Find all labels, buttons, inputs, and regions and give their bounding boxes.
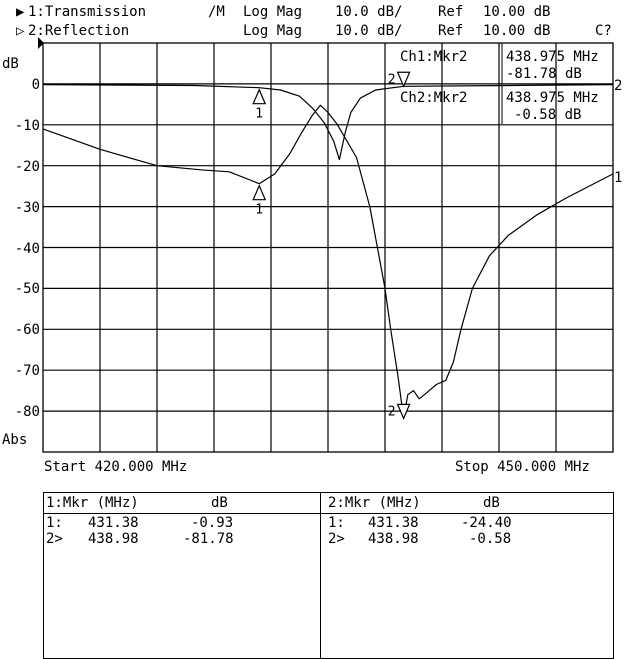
marker-2-triangle-icon bbox=[396, 403, 411, 420]
ch2-status: C? bbox=[595, 23, 612, 39]
trace1-end-label: 1 bbox=[614, 170, 623, 186]
marker-1-label: 1 bbox=[255, 107, 263, 122]
ch2-label[interactable]: 2:Reflection bbox=[28, 23, 130, 39]
ch1-row1-id: 1: bbox=[46, 515, 63, 531]
ch2-row1-db: -24.40 bbox=[461, 515, 512, 531]
y-tick-label: -40 bbox=[14, 240, 40, 257]
ch1-label[interactable]: 1:Transmission bbox=[28, 4, 147, 20]
ch1-row2-db: -81.78 bbox=[183, 531, 234, 547]
start-frequency[interactable]: Start 420.000 MHz bbox=[44, 459, 188, 475]
y-tick-label: -50 bbox=[14, 281, 40, 298]
ch1-header-mkr: 1:Mkr (MHz) bbox=[46, 495, 139, 511]
ch2-row1-id: 1: bbox=[328, 515, 345, 531]
ch2-row1-freq: 431.38 bbox=[368, 515, 419, 531]
marker-2-triangle-icon bbox=[396, 71, 411, 88]
ch1-ref: Ref bbox=[438, 4, 464, 20]
marker-2-label: 2 bbox=[388, 404, 396, 419]
marker-table: 1:Mkr (MHz) dB 1: 431.38 -0.93 2> 438.98… bbox=[43, 492, 614, 659]
ch2-row2-id: 2> bbox=[328, 531, 345, 547]
ch2-row2-freq: 438.98 bbox=[368, 531, 419, 547]
y-unit-label: dB bbox=[2, 56, 19, 72]
reference-position-icon bbox=[38, 37, 44, 49]
ch2-header-db: dB bbox=[483, 495, 500, 511]
transmission-trace bbox=[42, 104, 614, 420]
ch2-ref: Ref bbox=[438, 23, 464, 39]
ch1-mode: /M bbox=[208, 4, 225, 20]
ch1-marker-readout-label: Ch1:Mkr2 bbox=[400, 49, 468, 65]
ch1-ref-value: 10.00 dB bbox=[483, 4, 551, 20]
ch1-scale: 10.0 dB/ bbox=[335, 4, 403, 20]
table-header-divider bbox=[44, 513, 613, 514]
stop-frequency[interactable]: Stop 450.000 MHz bbox=[455, 459, 590, 475]
trace2-end-label: 2 bbox=[614, 78, 623, 94]
ch2-scale: 10.0 dB/ bbox=[335, 23, 403, 39]
table-column-divider bbox=[320, 493, 321, 658]
ch1-marker-readout-value: -81.78 dB bbox=[506, 66, 582, 82]
ch2-header-mkr: 2:Mkr (MHz) bbox=[328, 495, 421, 511]
marker-1-label: 1 bbox=[255, 203, 263, 218]
y-tick-label: -10 bbox=[14, 117, 40, 134]
ch1-row1-db: -0.93 bbox=[191, 515, 234, 531]
ch2-marker-readout-value: -0.58 dB bbox=[514, 107, 582, 123]
y-tick-label: -70 bbox=[14, 363, 40, 380]
abs-label: Abs bbox=[2, 432, 28, 448]
y-tick-label: -20 bbox=[14, 158, 40, 175]
ch1-row1-freq: 431.38 bbox=[88, 515, 139, 531]
marker-1-triangle-icon bbox=[252, 88, 267, 105]
ch2-marker-readout-label: Ch2:Mkr2 bbox=[400, 90, 468, 106]
y-tick-label: -80 bbox=[14, 404, 40, 421]
ch2-format: Log Mag bbox=[243, 23, 303, 39]
ch1-indicator-icon: ▶ bbox=[16, 4, 25, 20]
marker-1-triangle-icon bbox=[252, 184, 267, 201]
ch1-row2-id: 2> bbox=[46, 531, 63, 547]
y-tick-label: -60 bbox=[14, 322, 40, 339]
y-tick-label: 0 bbox=[31, 76, 40, 93]
marker-2-label: 2 bbox=[388, 72, 396, 87]
ch1-format: Log Mag bbox=[243, 4, 303, 20]
ch2-ref-value: 10.00 dB bbox=[483, 23, 551, 39]
ch2-marker-readout-freq: 438.975 MHz bbox=[506, 90, 599, 106]
ch1-header-db: dB bbox=[211, 495, 228, 511]
ch2-row2-db: -0.58 bbox=[469, 531, 512, 547]
y-tick-label: -30 bbox=[14, 199, 40, 216]
ch1-marker-readout-freq: 438.975 MHz bbox=[506, 49, 599, 65]
ch1-row2-freq: 438.98 bbox=[88, 531, 139, 547]
reflection-trace bbox=[42, 84, 614, 161]
ch2-indicator-icon: ▷ bbox=[16, 23, 25, 39]
